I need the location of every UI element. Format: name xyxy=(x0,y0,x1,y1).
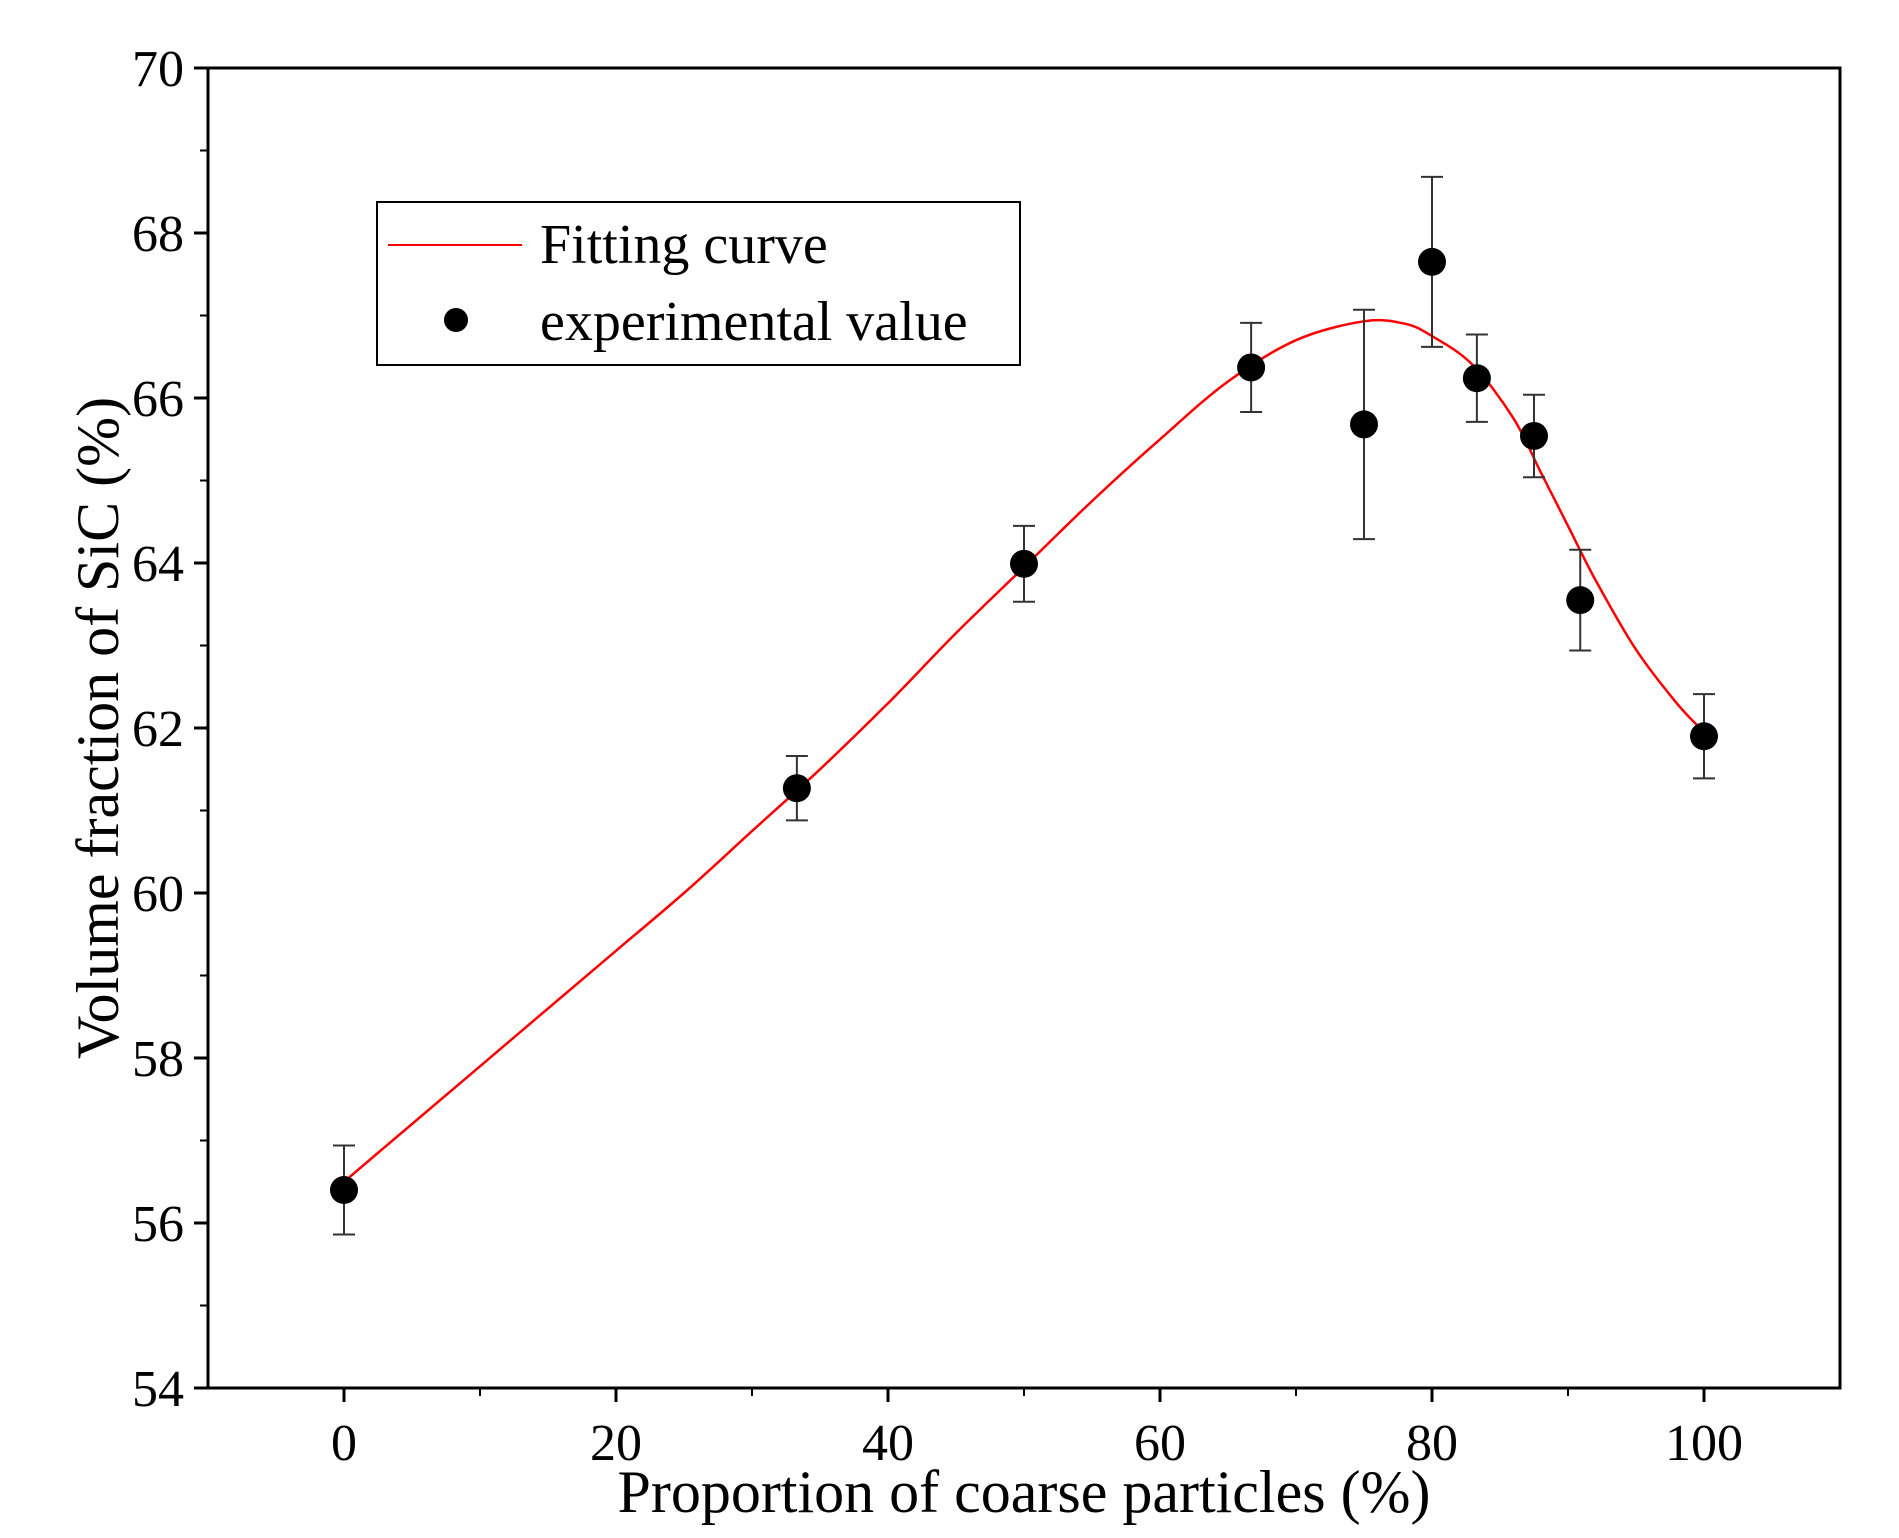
y-tick-label: 62 xyxy=(132,701,184,758)
legend-label-experimental-value: experimental value xyxy=(540,291,968,353)
data-point xyxy=(1690,722,1718,751)
data-point-group xyxy=(1010,524,1038,603)
data-point-group xyxy=(1690,693,1718,780)
legend: Fitting curve experimental value xyxy=(376,201,1021,366)
x-tick-label: 100 xyxy=(1665,1415,1743,1472)
x-tick-label: 60 xyxy=(1134,1415,1186,1472)
y-axis-tick-labels: 54 56 58 60 62 64 66 68 70 xyxy=(132,41,184,1418)
data-point xyxy=(782,774,811,803)
data-point-group xyxy=(1520,393,1548,479)
x-tick-label: 80 xyxy=(1406,1415,1458,1472)
data-point-group xyxy=(782,755,811,822)
data-point-group xyxy=(1418,175,1446,348)
data-point-group xyxy=(1566,548,1595,652)
y-tick-label: 56 xyxy=(132,1196,184,1253)
data-point xyxy=(1462,364,1491,393)
x-axis-ticks xyxy=(342,1388,1706,1402)
y-tick-label: 58 xyxy=(132,1031,184,1088)
x-tick-label: 20 xyxy=(590,1415,642,1472)
x-axis-label: Proportion of coarse particles (%) xyxy=(617,1459,1430,1525)
data-point xyxy=(330,1176,358,1204)
x-tick-label: 0 xyxy=(331,1415,357,1472)
data-point xyxy=(1350,410,1378,439)
y-tick-label: 64 xyxy=(132,536,184,593)
y-tick-label: 60 xyxy=(132,866,184,923)
data-point-group xyxy=(1350,308,1378,541)
y-tick-label: 68 xyxy=(132,206,184,263)
data-point-group xyxy=(1237,321,1266,414)
y-axis-label: Volume fraction of SiC (%) xyxy=(65,397,131,1059)
data-point xyxy=(1237,353,1266,382)
x-axis-tick-labels: 0 20 40 60 80 100 xyxy=(331,1415,1743,1472)
data-point-group xyxy=(330,1144,358,1236)
legend-label-fitting-curve: Fitting curve xyxy=(540,214,828,276)
x-tick-label: 40 xyxy=(862,1415,914,1472)
fitting-curve-layer xyxy=(343,318,1705,1183)
data-point xyxy=(1566,586,1595,615)
experimental-points-layer xyxy=(330,175,1718,1236)
y-axis-ticks xyxy=(194,66,208,1390)
data-point-group xyxy=(1462,333,1491,423)
y-tick-label: 54 xyxy=(132,1361,184,1418)
fitting-curve-line xyxy=(343,318,1705,1183)
data-point xyxy=(1010,549,1038,578)
y-tick-label: 70 xyxy=(132,41,184,98)
legend-box xyxy=(376,201,1021,366)
y-tick-label: 66 xyxy=(132,371,184,428)
legend-marker-swatch xyxy=(444,308,468,332)
data-point xyxy=(1418,247,1446,276)
data-point xyxy=(1520,421,1548,450)
